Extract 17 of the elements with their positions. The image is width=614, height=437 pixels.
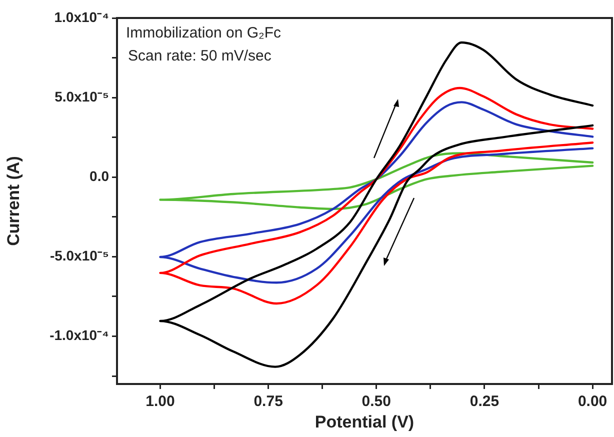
y-tick-label: 0.0 xyxy=(90,168,110,184)
line-series xyxy=(159,101,594,284)
line-series xyxy=(159,152,594,210)
x-tick-label: 0.75 xyxy=(254,393,283,410)
annotation: Scan rate: 50 mV/sec xyxy=(128,48,272,65)
x-tick-label: 0.00 xyxy=(578,393,608,410)
y-tick-label: -5.0x10⁻⁵ xyxy=(50,248,109,264)
x-tick-label: 0.50 xyxy=(362,393,391,410)
y-tick-label: 1.0x10⁻⁴ xyxy=(54,8,110,25)
annotation: Immobilization on G₂Fc xyxy=(126,24,282,42)
x-axis-title: Potential (V) xyxy=(314,412,414,432)
y-axis-title: Current (A) xyxy=(4,156,23,246)
x-tick-label: 0.25 xyxy=(470,393,500,410)
y-tick-label: 5.0x10⁻⁵ xyxy=(54,88,109,104)
y-tick-label: -1.0x10⁻⁴ xyxy=(50,327,110,344)
x-tick-label: 1.00 xyxy=(146,393,175,410)
line-series xyxy=(159,86,594,305)
